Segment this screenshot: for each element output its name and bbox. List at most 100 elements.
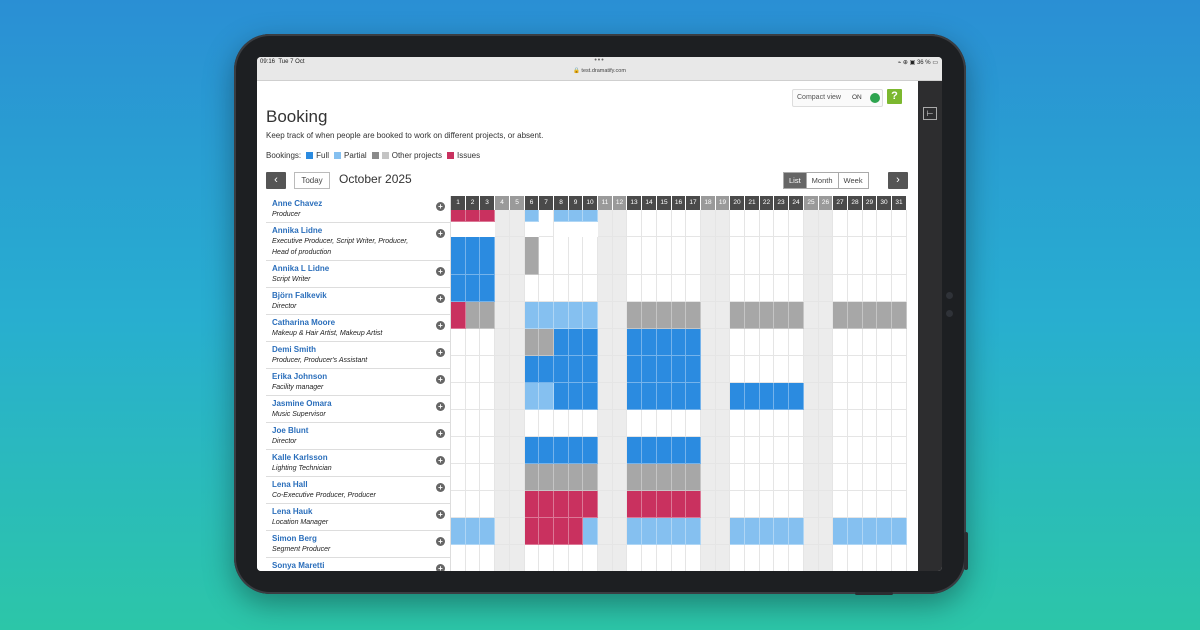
- day-cell[interactable]: [804, 491, 819, 518]
- day-cell[interactable]: [819, 383, 833, 410]
- booking-other[interactable]: [848, 302, 863, 329]
- day-cell[interactable]: [525, 410, 539, 437]
- booking-partial[interactable]: [848, 518, 863, 545]
- day-cell[interactable]: [451, 545, 466, 571]
- day-cell[interactable]: [510, 237, 525, 275]
- day-cell[interactable]: [716, 275, 730, 302]
- day-cell[interactable]: [686, 237, 701, 275]
- day-cell[interactable]: [863, 275, 877, 302]
- day-cell[interactable]: [539, 275, 554, 302]
- day-cell[interactable]: [598, 491, 613, 518]
- booking-other[interactable]: [642, 464, 657, 491]
- add-booking-icon[interactable]: +: [436, 348, 445, 357]
- compact-view-toggle[interactable]: Compact view ON: [792, 89, 883, 107]
- day-cell[interactable]: [701, 464, 716, 491]
- booking-partial[interactable]: [525, 210, 539, 222]
- day-cell[interactable]: [774, 464, 789, 491]
- day-cell[interactable]: [819, 464, 833, 491]
- day-cell[interactable]: [495, 210, 510, 237]
- next-month-button[interactable]: ›: [888, 172, 908, 189]
- booking-issues[interactable]: [466, 210, 480, 222]
- day-cell[interactable]: [789, 464, 804, 491]
- day-cell[interactable]: [716, 491, 730, 518]
- booking-other[interactable]: [760, 302, 774, 329]
- prev-month-button[interactable]: ‹: [266, 172, 286, 189]
- day-cell[interactable]: [451, 329, 466, 356]
- day-cell[interactable]: [569, 410, 583, 437]
- booking-full[interactable]: [686, 437, 701, 464]
- day-cell[interactable]: [833, 275, 848, 302]
- booking-full[interactable]: [554, 437, 569, 464]
- day-cell[interactable]: [716, 437, 730, 464]
- day-cell[interactable]: [774, 545, 789, 571]
- person-name-link[interactable]: Demi Smith: [272, 345, 317, 354]
- booking-other[interactable]: [525, 464, 539, 491]
- day-cell[interactable]: [510, 437, 525, 464]
- booking-full[interactable]: [466, 275, 480, 302]
- booking-other[interactable]: [672, 464, 686, 491]
- day-cell[interactable]: [774, 275, 789, 302]
- booking-issues[interactable]: [480, 210, 495, 222]
- add-booking-icon[interactable]: +: [436, 537, 445, 546]
- day-cell[interactable]: [613, 491, 627, 518]
- day-cell[interactable]: [598, 329, 613, 356]
- day-cell[interactable]: [480, 329, 495, 356]
- day-cell[interactable]: [583, 545, 598, 571]
- booking-full[interactable]: [554, 356, 569, 383]
- day-cell[interactable]: [789, 491, 804, 518]
- day-cell[interactable]: [613, 383, 627, 410]
- help-button[interactable]: ?: [887, 89, 902, 104]
- day-cell[interactable]: [657, 237, 672, 275]
- day-cell[interactable]: [804, 210, 819, 237]
- day-cell[interactable]: [760, 545, 774, 571]
- day-cell[interactable]: [495, 356, 510, 383]
- booking-full[interactable]: [569, 356, 583, 383]
- day-cell[interactable]: [760, 329, 774, 356]
- booking-full[interactable]: [789, 383, 804, 410]
- booking-full[interactable]: [627, 437, 642, 464]
- day-cell[interactable]: [716, 356, 730, 383]
- day-cell[interactable]: [789, 437, 804, 464]
- day-cell[interactable]: [642, 210, 657, 237]
- day-cell[interactable]: [510, 491, 525, 518]
- add-booking-icon[interactable]: +: [436, 483, 445, 492]
- booking-issues[interactable]: [672, 491, 686, 518]
- booking-full[interactable]: [657, 329, 672, 356]
- person-name-link[interactable]: Lena Hauk: [272, 507, 313, 516]
- booking-full[interactable]: [569, 383, 583, 410]
- day-cell[interactable]: [819, 237, 833, 275]
- day-cell[interactable]: [819, 545, 833, 571]
- day-cell[interactable]: [716, 464, 730, 491]
- day-cell[interactable]: [892, 545, 907, 571]
- day-cell[interactable]: [495, 545, 510, 571]
- day-cell[interactable]: [848, 329, 863, 356]
- booking-issues[interactable]: [539, 491, 554, 518]
- booking-partial[interactable]: [877, 518, 892, 545]
- add-booking-icon[interactable]: +: [436, 402, 445, 411]
- day-cell[interactable]: [672, 545, 686, 571]
- booking-partial[interactable]: [583, 210, 598, 222]
- day-cell[interactable]: [539, 545, 554, 571]
- person-name-link[interactable]: Anne Chavez: [272, 199, 323, 208]
- day-cell[interactable]: [774, 329, 789, 356]
- day-cell[interactable]: [848, 545, 863, 571]
- day-cell[interactable]: [701, 329, 716, 356]
- view-week-button[interactable]: Week: [837, 173, 868, 188]
- day-cell[interactable]: [613, 329, 627, 356]
- booking-partial[interactable]: [480, 518, 495, 545]
- person-name-link[interactable]: Annika Lidne: [272, 226, 323, 235]
- booking-partial[interactable]: [451, 518, 466, 545]
- day-cell[interactable]: [539, 210, 554, 237]
- day-cell[interactable]: [760, 410, 774, 437]
- day-cell[interactable]: [495, 518, 510, 545]
- booking-issues[interactable]: [554, 491, 569, 518]
- day-cell[interactable]: [833, 464, 848, 491]
- day-cell[interactable]: [627, 545, 642, 571]
- day-cell[interactable]: [466, 491, 480, 518]
- day-cell[interactable]: [701, 237, 716, 275]
- day-cell[interactable]: [848, 491, 863, 518]
- day-cell[interactable]: [789, 237, 804, 275]
- day-cell[interactable]: [495, 329, 510, 356]
- booking-other[interactable]: [539, 464, 554, 491]
- booking-issues[interactable]: [525, 491, 539, 518]
